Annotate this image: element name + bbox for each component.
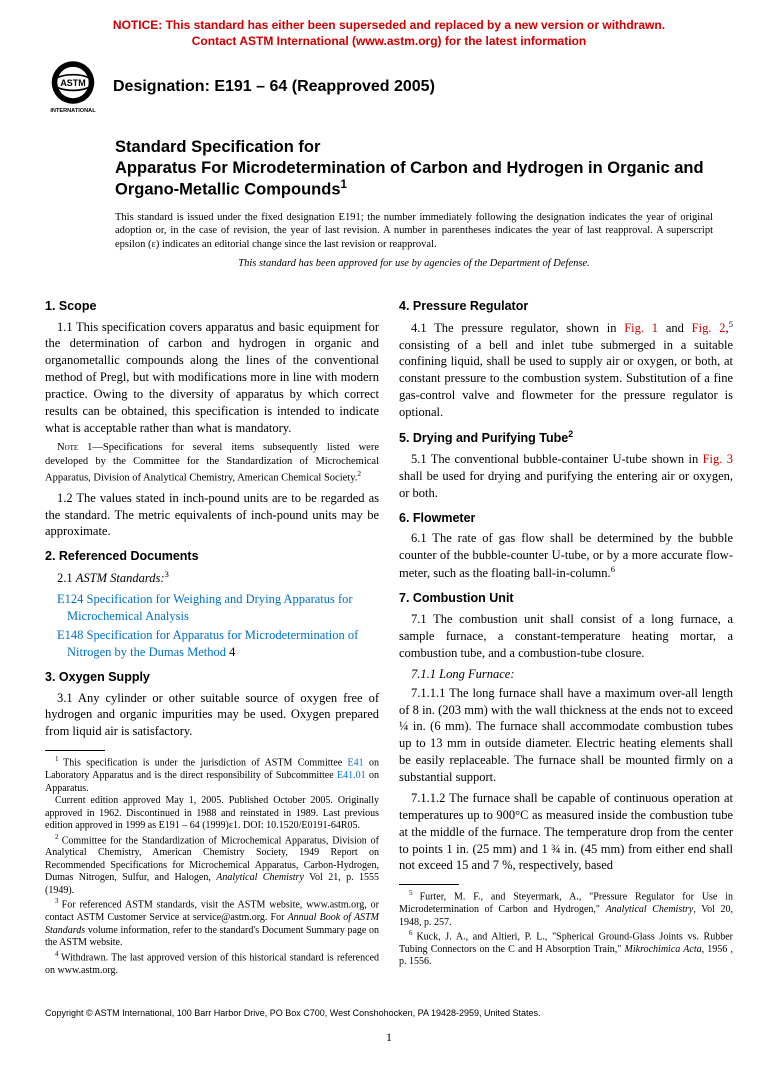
title-prefix: Standard Specification for xyxy=(115,137,733,158)
page-number: 1 xyxy=(45,1029,733,1045)
para: 7.1.1.2 The furnace shall be capable of … xyxy=(399,790,733,874)
section-head-oxygen: 3. Oxygen Supply xyxy=(45,669,379,686)
preamble-approval: This standard has been approved for use … xyxy=(115,257,713,271)
section-head-drying: 5. Drying and Purifying Tube2 xyxy=(399,429,733,447)
title-main: Apparatus For Microdetermination of Carb… xyxy=(115,158,733,201)
fig-link[interactable]: Fig. 2 xyxy=(692,321,726,335)
para: 4.1 The pressure regulator, shown in Fig… xyxy=(399,319,733,421)
section-head-flowmeter: 6. Flowmeter xyxy=(399,510,733,527)
left-column: 1. Scope 1.1 This specification covers a… xyxy=(45,290,379,977)
section-head-scope: 1. Scope xyxy=(45,298,379,315)
footnote: 5 Furter, M. F., and Steyermark, A., "Pr… xyxy=(399,889,733,929)
right-column: 4. Pressure Regulator 4.1 The pressure r… xyxy=(399,290,733,977)
notice-line1: NOTICE: This standard has either been su… xyxy=(45,18,733,34)
footnote: 3 For referenced ASTM standards, visit t… xyxy=(45,897,379,949)
para: 1.2 The values stated in inch-pound unit… xyxy=(45,490,379,541)
footnote-rule xyxy=(45,750,105,751)
footnote: 2 Committee for the Standardization of M… xyxy=(45,833,379,898)
fig-link[interactable]: Fig. 3 xyxy=(703,452,733,466)
note: Note 1—Specifications for several items … xyxy=(45,441,379,486)
header-row: ASTM INTERNATIONAL Designation: E191 – 6… xyxy=(45,59,733,115)
ref-item[interactable]: E148 Specification for Apparatus for Mic… xyxy=(67,627,379,661)
para: 7.1.1.1 The long furnace shall have a ma… xyxy=(399,685,733,786)
para: 2.1 ASTM Standards:3 xyxy=(45,569,379,587)
section-head-referenced: 2. Referenced Documents xyxy=(45,548,379,565)
footnote-rule xyxy=(399,884,459,885)
preamble: This standard is issued under the fixed … xyxy=(115,211,713,252)
footnote: 1 This specification is under the jurisd… xyxy=(45,755,379,795)
subhead: 7.1.1 Long Furnace: xyxy=(399,666,733,683)
notice-banner: NOTICE: This standard has either been su… xyxy=(45,18,733,49)
para: 3.1 Any cylinder or other suitable sourc… xyxy=(45,690,379,741)
astm-logo: ASTM INTERNATIONAL xyxy=(45,59,101,115)
footnote: 6 Kuck, J. A., and Altieri, P. L., "Sphe… xyxy=(399,929,733,969)
columns: 1. Scope 1.1 This specification covers a… xyxy=(45,290,733,977)
para: 5.1 The conventional bubble-container U-… xyxy=(399,451,733,502)
page: NOTICE: This standard has either been su… xyxy=(0,0,778,1075)
para: 7.1 The combustion unit shall consist of… xyxy=(399,611,733,662)
designation: Designation: E191 – 64 (Reapproved 2005) xyxy=(113,76,435,98)
title-block: Standard Specification for Apparatus For… xyxy=(115,137,733,200)
svg-text:INTERNATIONAL: INTERNATIONAL xyxy=(50,108,96,114)
footnote: 4 Withdrawn. The last approved version o… xyxy=(45,950,379,977)
footnote: Current edition approved May 1, 2005. Pu… xyxy=(45,795,379,833)
section-head-combustion: 7. Combustion Unit xyxy=(399,590,733,607)
para: 1.1 This specification covers apparatus … xyxy=(45,319,379,437)
svg-text:ASTM: ASTM xyxy=(60,78,85,88)
fig-link[interactable]: Fig. 1 xyxy=(624,321,658,335)
copyright: Copyright © ASTM International, 100 Barr… xyxy=(45,1007,733,1019)
ref-item[interactable]: E124 Specification for Weighing and Dryi… xyxy=(67,591,379,625)
section-head-pressure: 4. Pressure Regulator xyxy=(399,298,733,315)
notice-line2: Contact ASTM International (www.astm.org… xyxy=(45,34,733,50)
para: 6.1 The rate of gas flow shall be determ… xyxy=(399,530,733,582)
